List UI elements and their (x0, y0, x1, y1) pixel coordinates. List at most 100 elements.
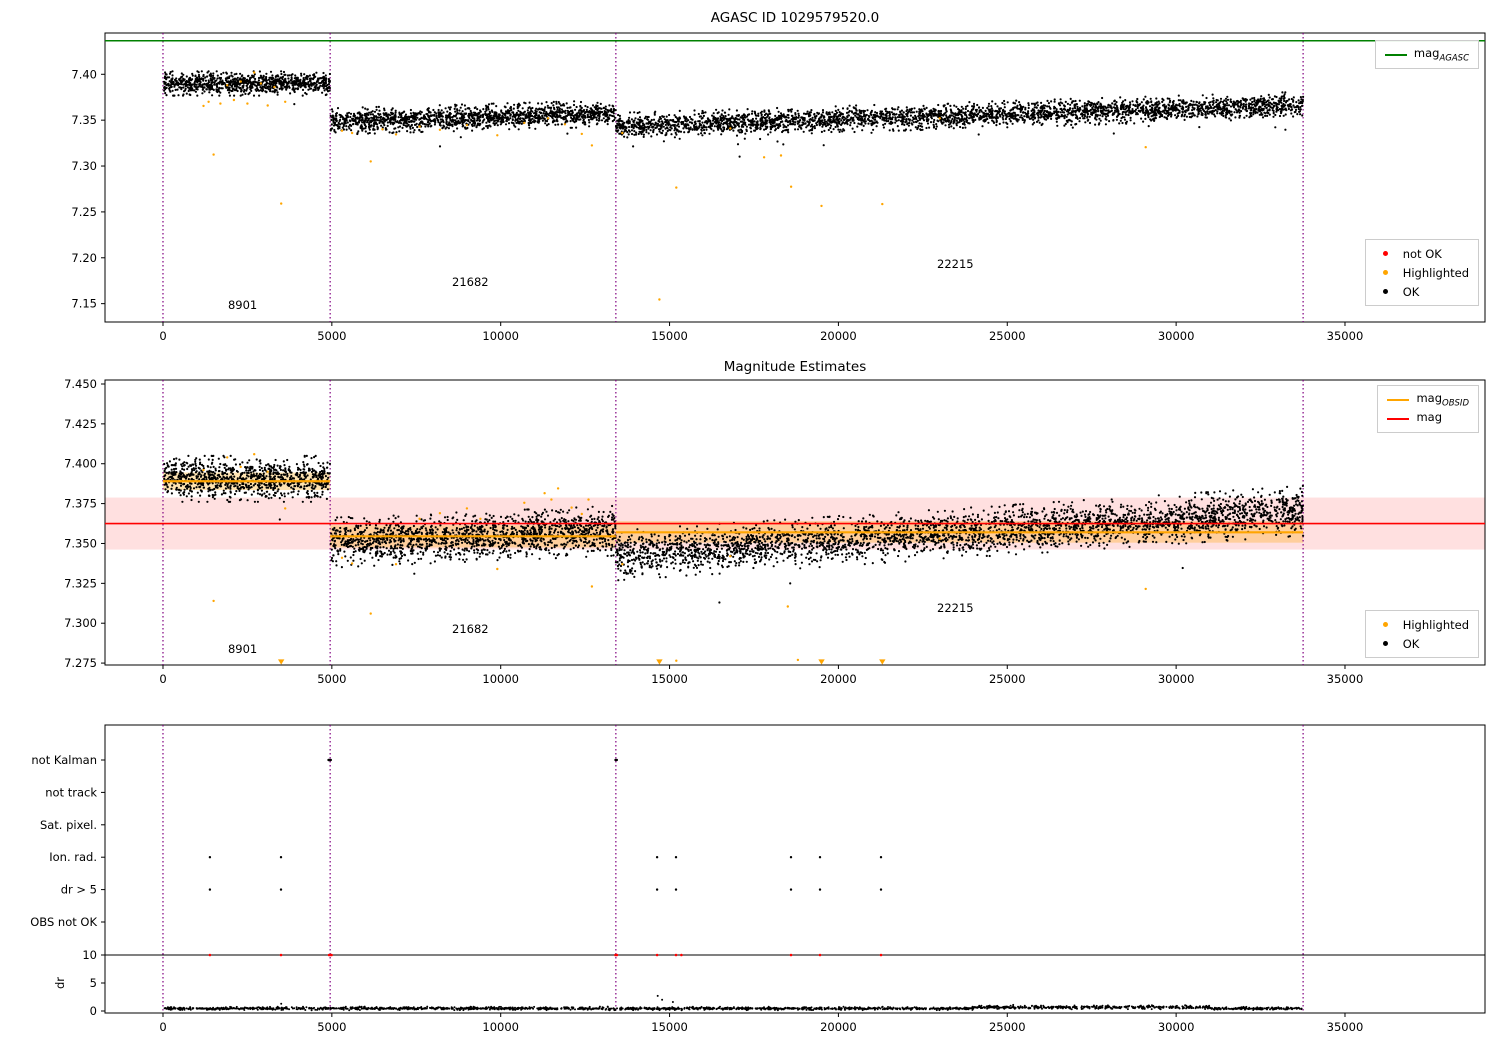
legend-item: OK (1375, 282, 1469, 301)
axes-box (104, 724, 1486, 1014)
x-tick-label: 20000 (820, 1020, 857, 1034)
dr-tick-label: 5 (90, 976, 97, 990)
panel-magnitude-estimates: 0 5000 10000 15000 20000 25000 30000 35000 7.275… (64, 377, 1486, 686)
dot-swatch-icon (1382, 641, 1388, 646)
x-tick-label: 0 (159, 329, 166, 343)
clipped-low-marker-icon (818, 659, 825, 665)
obsid-label: 22215 (937, 257, 974, 271)
x-tick-label: 10000 (482, 329, 519, 343)
x-tick-label: 30000 (1158, 1020, 1195, 1034)
highlighted-points (202, 71, 1147, 301)
flag-category-label: not track (45, 785, 97, 799)
legend-mag-agasc: magAGASC (1374, 40, 1479, 69)
legend-item: magAGASC (1384, 45, 1469, 64)
obsid-label: 21682 (452, 275, 489, 289)
line-swatch-icon (1384, 53, 1407, 56)
y-tick-label: 7.400 (64, 457, 97, 471)
line-swatch-icon (1387, 417, 1410, 420)
x-tick-label: 30000 (1158, 329, 1195, 343)
clipped-low-marker-icon (656, 659, 663, 665)
legend-label: not OK (1402, 246, 1442, 261)
x-tick-label: 0 (159, 672, 166, 686)
flag-category-label: Ion. rad. (49, 850, 97, 864)
dr-tick-label: 10 (82, 948, 97, 962)
legend-label: OK (1402, 284, 1420, 299)
y-tick-label: 7.25 (71, 205, 97, 219)
x-tick-label: 30000 (1158, 672, 1195, 686)
x-tick-label: 10000 (482, 672, 519, 686)
obsid-label: 21682 (452, 622, 489, 636)
y-tick-label: 7.35 (71, 113, 97, 127)
line-swatch-icon (1387, 398, 1410, 401)
flag-category-label: OBS not OK (30, 915, 97, 929)
axes-box (104, 32, 1486, 323)
flag-category-label: not Kalman (31, 753, 97, 767)
axes-box (104, 379, 1486, 666)
x-tick-label: 15000 (651, 1020, 688, 1034)
clipped-low-marker-icon (879, 659, 886, 665)
legend-item: magOBSID (1387, 390, 1469, 409)
dot-swatch-icon (1382, 622, 1388, 627)
legend-item: not OK (1375, 244, 1469, 263)
dr-points (163, 1003, 1303, 1012)
x-tick-label: 35000 (1327, 672, 1364, 686)
flag-category-label: Sat. pixel. (40, 818, 97, 832)
x-tick-label: 25000 (989, 672, 1026, 686)
panel-agasc-mag: 0 5000 10000 15000 20000 25000 30000 35000 7.15 7… (71, 32, 1486, 343)
y-tick-label: 7.350 (64, 536, 97, 550)
x-tick-label: 10000 (482, 1020, 519, 1034)
x-tick-label: 35000 (1327, 1020, 1364, 1034)
dot-swatch-icon (1382, 251, 1388, 256)
legend-label: OK (1402, 636, 1420, 651)
y-tick-label: 7.325 (64, 576, 97, 590)
y-tick-label: 7.20 (71, 251, 97, 265)
obsid-label: 8901 (228, 642, 257, 656)
legend-label: Highlighted (1402, 617, 1469, 632)
legend-mag-lines: magOBSID mag (1377, 385, 1479, 433)
ok-points (162, 70, 1305, 158)
x-tick-label: 35000 (1327, 329, 1364, 343)
legend-top-panel-points: not OK Highlighted OK (1364, 239, 1479, 306)
panel2-title: Magnitude Estimates (724, 359, 866, 375)
x-tick-label: 0 (159, 1020, 166, 1034)
legend-item: Highlighted (1375, 615, 1469, 634)
dot-swatch-icon (1382, 289, 1388, 294)
x-tick-label: 5000 (317, 672, 346, 686)
dr-points (280, 994, 674, 1005)
obsid-label: 22215 (937, 601, 974, 615)
y-tick-label: 7.375 (64, 497, 97, 511)
x-tick-label: 15000 (651, 672, 688, 686)
highlighted-points (202, 453, 1147, 662)
x-tick-label: 15000 (651, 329, 688, 343)
x-tick-label: 25000 (989, 1020, 1026, 1034)
x-tick-label: 25000 (989, 329, 1026, 343)
x-tick-label: 5000 (317, 329, 346, 343)
y-tick-label: 7.450 (64, 377, 97, 391)
panel1-title: AGASC ID 1029579520.0 (711, 10, 879, 26)
legend-mid-panel-points: Highlighted OK (1364, 610, 1479, 658)
legend-label: magAGASC (1413, 45, 1469, 64)
y-tick-label: 7.15 (71, 297, 97, 311)
legend-label: Highlighted (1402, 265, 1469, 280)
dr-tick-label: 0 (90, 1004, 97, 1018)
flag-category-label: dr > 5 (61, 883, 97, 897)
legend-item: OK (1375, 634, 1469, 653)
legend-label: mag (1416, 409, 1443, 424)
x-tick-label: 20000 (820, 329, 857, 343)
dr-axis-label: dr (53, 977, 67, 989)
y-tick-label: 7.275 (64, 656, 97, 670)
dot-swatch-icon (1382, 270, 1388, 275)
obsid-label: 8901 (228, 298, 257, 312)
panel-flags-dr: 0 5000 10000 15000 20000 25000 30000 35000 not K… (30, 724, 1486, 1034)
legend-label: magOBSID (1416, 390, 1469, 409)
y-tick-label: 7.40 (71, 67, 97, 81)
clipped-low-marker-icon (277, 659, 285, 665)
y-tick-label: 7.300 (64, 616, 97, 630)
legend-item: Highlighted (1375, 263, 1469, 282)
y-tick-label: 7.30 (71, 159, 97, 173)
y-tick-label: 7.425 (64, 417, 97, 431)
x-tick-label: 5000 (317, 1020, 346, 1034)
legend-item: mag (1387, 409, 1469, 428)
